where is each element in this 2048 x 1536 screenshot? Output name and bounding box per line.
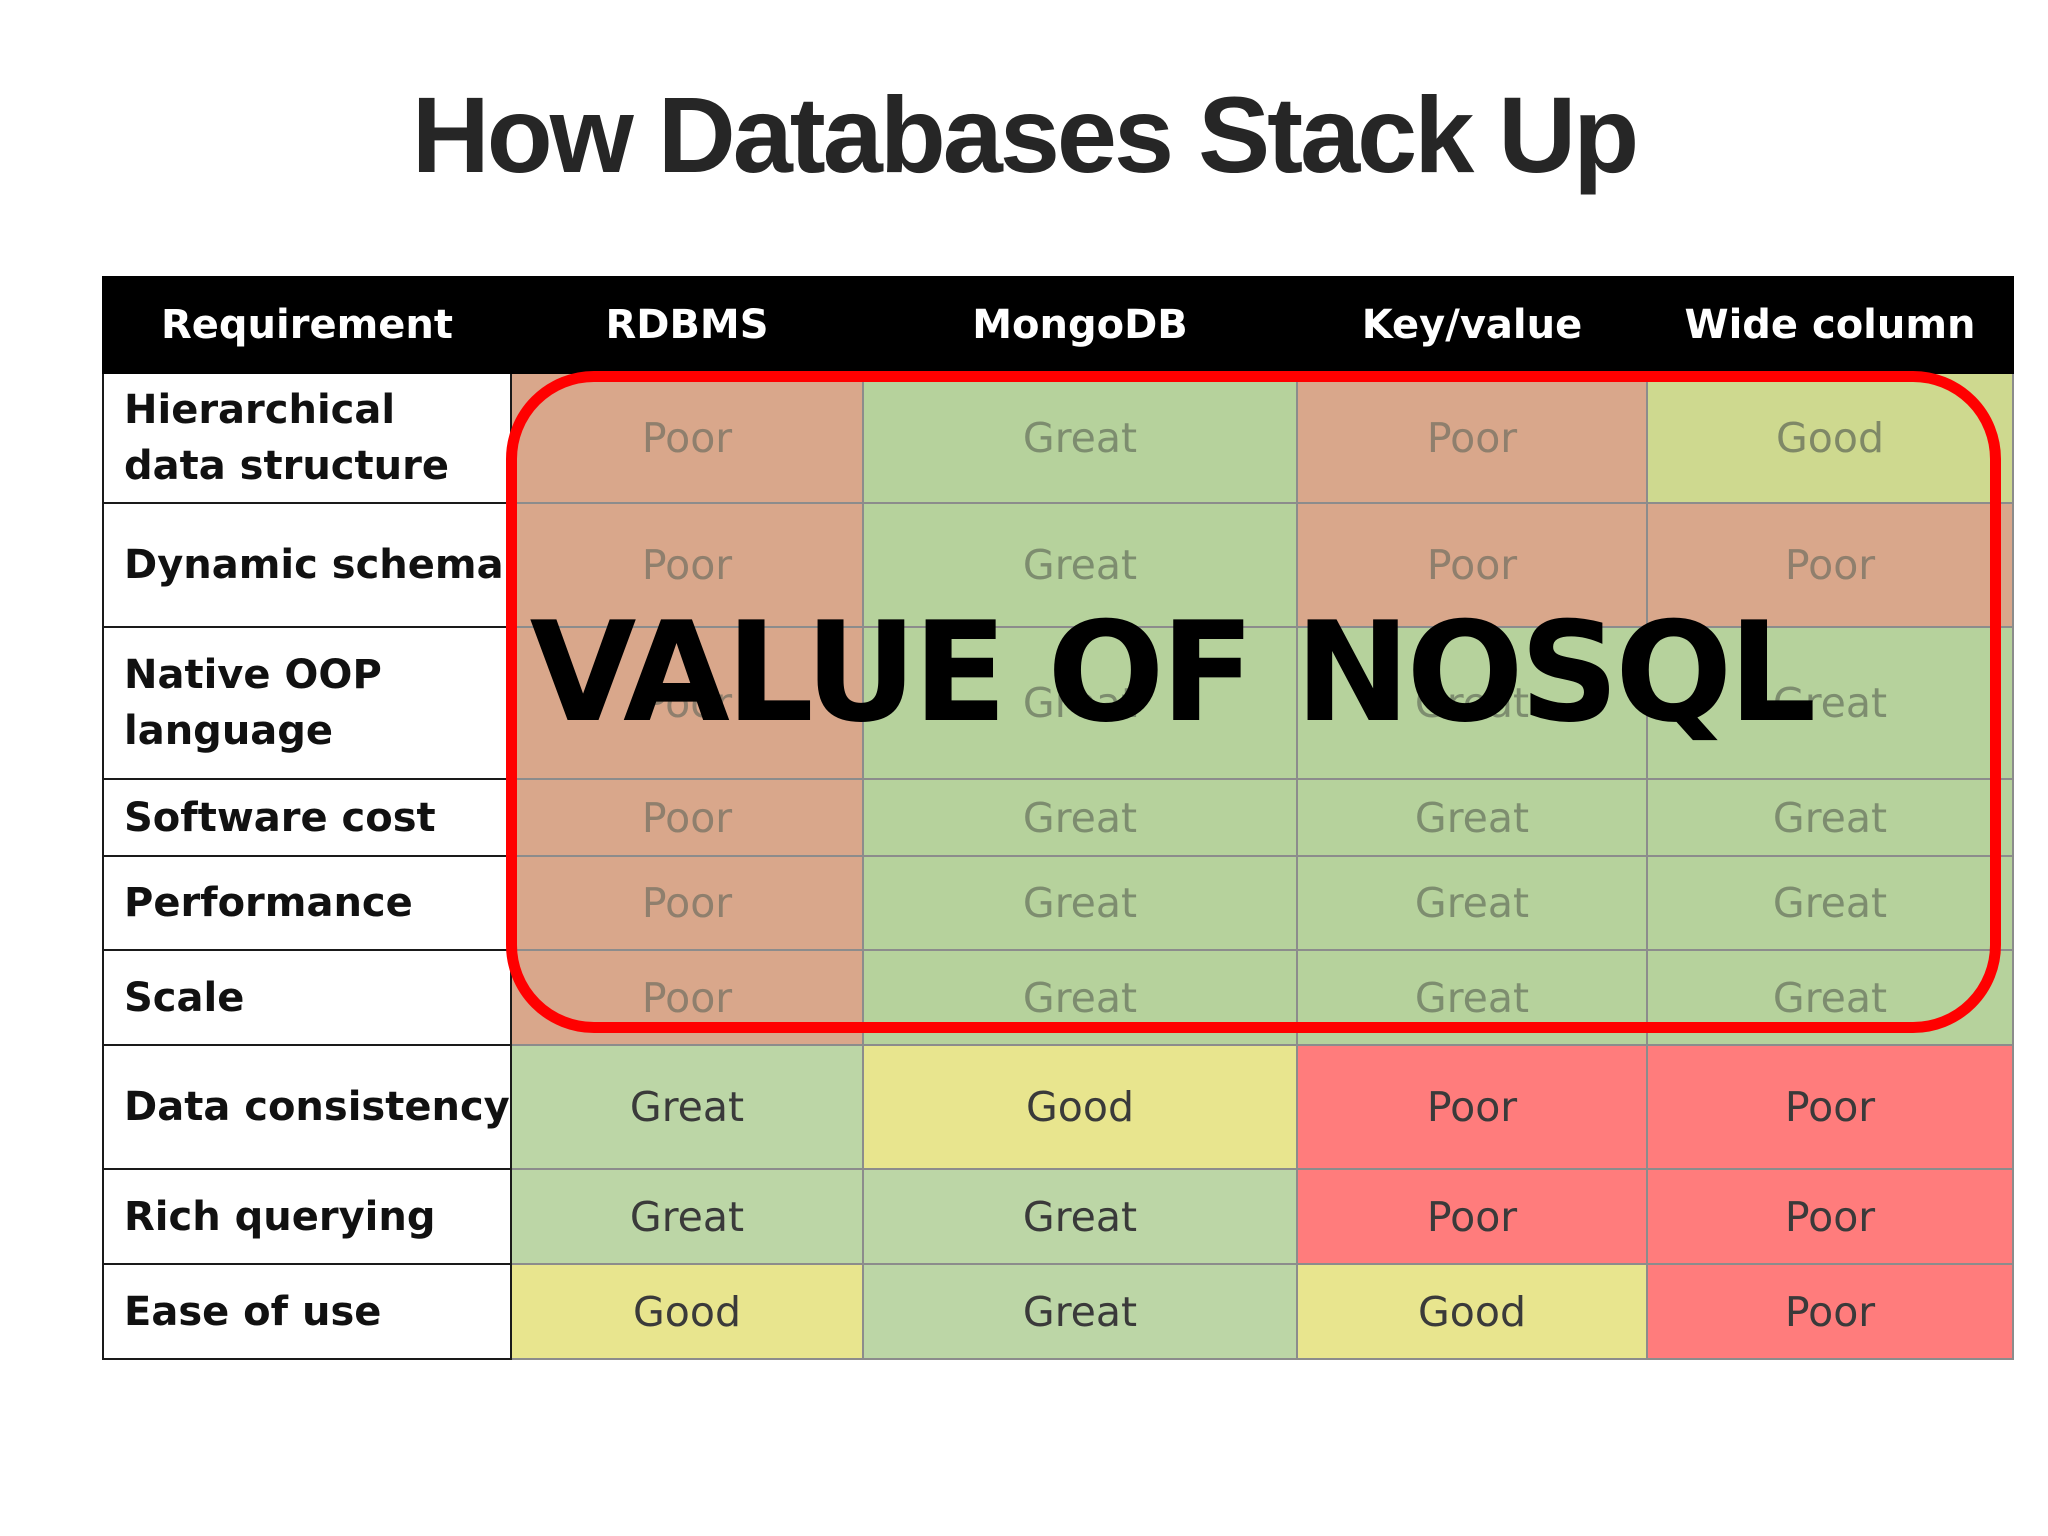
rating-cell: Great — [1646, 626, 2014, 780]
rating-cell: Good — [1296, 1263, 1648, 1360]
header-requirement: Requirement — [102, 276, 512, 374]
rating-cell: Great — [1646, 855, 2014, 951]
rating-cell: Great — [1296, 778, 1648, 857]
rating-cell: Poor — [1646, 1168, 2014, 1265]
requirement-label: Hierarchical data structure — [102, 372, 512, 504]
requirement-label: Ease of use — [102, 1263, 512, 1360]
rating-cell: Great — [1646, 778, 2014, 857]
requirement-label: Software cost — [102, 778, 512, 857]
requirement-label: Data consistency — [102, 1044, 512, 1170]
rating-cell: Great — [862, 855, 1298, 951]
table-row: Scale Poor Great Great Great — [102, 949, 2014, 1046]
table-row: Rich querying Great Great Poor Poor — [102, 1168, 2014, 1265]
table-row: Native OOP language Poor Great Great Great — [102, 626, 2014, 780]
rating-cell: Great — [862, 502, 1298, 628]
rating-cell: Poor — [510, 502, 864, 628]
rating-cell: Poor — [510, 949, 864, 1046]
header-key-value: Key/value — [1296, 276, 1648, 374]
rating-cell: Great — [862, 778, 1298, 857]
rating-cell: Great — [1296, 626, 1648, 780]
rating-cell: Great — [862, 1263, 1298, 1360]
requirement-label: Native OOP language — [102, 626, 512, 780]
table-row: Hierarchical data structure Poor Great Poor… — [102, 372, 2014, 504]
header-rdbms: RDBMS — [510, 276, 864, 374]
rating-cell: Good — [862, 1044, 1298, 1170]
rating-cell: Great — [862, 372, 1298, 504]
table-row: Ease of use Good Great Good Poor — [102, 1263, 2014, 1360]
requirement-label: Performance — [102, 855, 512, 951]
rating-cell: Great — [510, 1168, 864, 1265]
rating-cell: Great — [862, 626, 1298, 780]
requirement-label: Rich querying — [102, 1168, 512, 1265]
slide-title: How Databases Stack Up — [411, 74, 1639, 195]
rating-cell: Poor — [510, 626, 864, 780]
rating-cell: Great — [1646, 949, 2014, 1046]
header-wide-column: Wide column — [1646, 276, 2014, 374]
header-row: Requirement RDBMS MongoDB Key/value Wide… — [102, 276, 2014, 374]
rating-cell: Great — [862, 949, 1298, 1046]
overlay-caption: VALUE OF NOSQL — [529, 592, 1817, 753]
rating-cell: Good — [510, 1263, 864, 1360]
table-row: Performance Poor Great Great Great — [102, 855, 2014, 951]
rating-cell: Great — [1296, 855, 1648, 951]
rating-cell: Poor — [510, 372, 864, 504]
header-mongodb: MongoDB — [862, 276, 1298, 374]
requirement-label: Dynamic schema — [102, 502, 512, 628]
rating-cell: Poor — [510, 778, 864, 857]
rating-cell: Poor — [1296, 1168, 1648, 1265]
rating-cell: Poor — [1646, 1263, 2014, 1360]
rating-cell: Poor — [1646, 502, 2014, 628]
rating-cell: Great — [510, 1044, 864, 1170]
rating-cell: Poor — [1296, 502, 1648, 628]
table-row: Data consistency Great Good Poor Poor — [102, 1044, 2014, 1170]
table-row: Dynamic schema Poor Great Poor Poor — [102, 502, 2014, 628]
table-body: Hierarchical data structure Poor Great Poor… — [102, 372, 2014, 1360]
table-row: Software cost Poor Great Great Great — [102, 778, 2014, 857]
rating-cell: Poor — [510, 855, 864, 951]
rating-cell: Poor — [1646, 1044, 2014, 1170]
rating-cell: Great — [862, 1168, 1298, 1265]
comparison-table: Requirement RDBMS MongoDB Key/value Wide… — [102, 276, 2014, 1360]
rating-cell: Good — [1646, 372, 2014, 504]
rating-cell: Poor — [1296, 1044, 1648, 1170]
requirement-label: Scale — [102, 949, 512, 1046]
rating-cell: Poor — [1296, 372, 1648, 504]
rating-cell: Great — [1296, 949, 1648, 1046]
